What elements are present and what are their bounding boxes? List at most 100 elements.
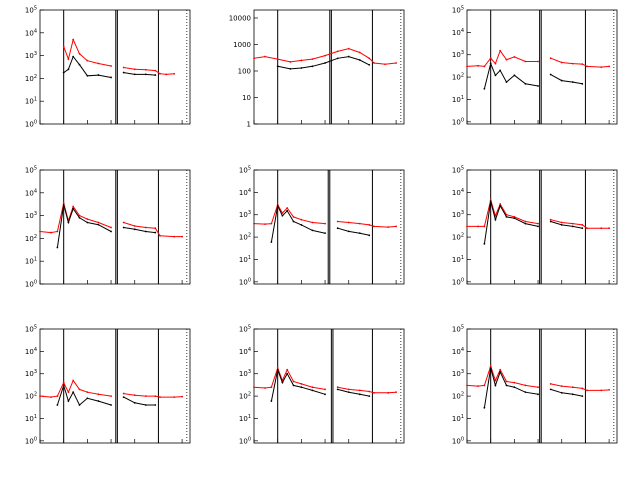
lld-data-point — [586, 227, 588, 230]
y-tick-label: 104 — [452, 28, 464, 37]
events-data-point — [276, 204, 279, 207]
events-series-line — [270, 367, 326, 402]
chart-panel-7: 100 101 102 103 104 105 — [25, 325, 191, 445]
events-data-point — [144, 404, 147, 406]
y-tick-label: 10 — [242, 94, 251, 102]
events-data-point — [560, 224, 563, 226]
lld-data-point — [286, 368, 289, 371]
events-data-point — [67, 400, 70, 402]
events-data-point — [286, 209, 289, 212]
chart-panel-1: 100 101 102 103 104 105 — [25, 6, 191, 129]
lld-data-point — [571, 386, 574, 389]
y-tick-label: 1000 — [233, 41, 251, 49]
chart-panel-3: 100 101 102 103 104 105 — [452, 6, 618, 126]
events-data-point — [122, 226, 125, 229]
lld-data-point — [300, 383, 303, 385]
lld-data-point — [494, 62, 497, 65]
lld-data-point — [292, 380, 295, 383]
events-series-line — [337, 388, 370, 397]
events-data-point — [276, 65, 279, 68]
y-tick-label: 105 — [452, 325, 464, 334]
events-data-point — [549, 73, 552, 76]
lld-data-point — [159, 234, 161, 237]
y-tick-label: 103 — [239, 369, 251, 378]
lld-series-line — [467, 198, 539, 227]
events-data-point — [110, 76, 112, 79]
events-data-point — [581, 395, 584, 397]
lld-series-line — [550, 57, 610, 68]
lld-data-point — [395, 391, 398, 394]
lld-data-point — [513, 381, 516, 384]
events-data-point — [86, 221, 89, 224]
events-data-point — [489, 62, 492, 65]
y-tick-label: 102 — [239, 392, 251, 401]
y-tick-label: 103 — [452, 210, 464, 219]
lld-data-point — [387, 226, 390, 228]
lld-data-point — [600, 66, 603, 68]
y-tick-label: 102 — [239, 233, 251, 242]
events-data-point — [97, 223, 100, 226]
events-data-point — [513, 74, 516, 77]
events-data-point — [571, 225, 574, 228]
events-series-line — [550, 74, 583, 85]
events-data-point — [86, 74, 89, 77]
lld-data-point — [373, 225, 375, 228]
events-data-point — [300, 224, 303, 226]
events-data-point — [537, 85, 539, 87]
y-tick-label: 103 — [25, 211, 37, 220]
plot-frame — [466, 169, 618, 285]
events-data-point — [122, 71, 125, 74]
lld-data-point — [373, 62, 375, 64]
events-data-point — [581, 82, 584, 85]
y-tick-label: 105 — [25, 6, 37, 15]
events-data-point — [347, 55, 350, 58]
lld-data-point — [387, 391, 390, 394]
events-data-point — [483, 242, 486, 245]
plot-frame — [253, 9, 405, 125]
y-tick-label: 1 — [247, 121, 251, 129]
lld-data-point — [133, 68, 136, 71]
events-data-point — [560, 391, 563, 394]
events-series-line — [123, 72, 156, 76]
events-data-point — [324, 393, 326, 396]
chart-panel-9: 100 101 102 103 104 105 — [452, 325, 618, 445]
plot-frame — [39, 328, 191, 444]
lld-data-point — [97, 393, 100, 396]
events-data-point — [72, 207, 75, 210]
lld-data-point — [86, 391, 89, 394]
lld-data-point — [159, 72, 161, 75]
plot-frame — [39, 169, 191, 285]
lld-series-line — [550, 383, 610, 391]
lld-data-point — [358, 222, 361, 225]
events-data-point — [489, 200, 492, 203]
lld-data-point — [524, 384, 527, 387]
lld-data-point — [311, 386, 314, 389]
lld-data-point — [276, 367, 279, 369]
lld-data-point — [165, 73, 168, 76]
lld-data-point — [78, 388, 81, 391]
lld-data-point — [608, 227, 611, 230]
y-tick-label: 101 — [452, 414, 464, 423]
lld-data-point — [181, 235, 184, 238]
lld-data-point — [483, 384, 486, 387]
events-data-point — [72, 391, 75, 394]
y-tick-label: 101 — [239, 414, 251, 423]
lld-data-point — [62, 45, 65, 48]
lld-data-point — [122, 221, 125, 224]
events-data-point — [276, 368, 279, 371]
plot-frame — [253, 328, 405, 444]
lld-data-point — [72, 38, 75, 41]
y-tick-label: 101 — [452, 95, 464, 104]
plot-frame — [39, 9, 191, 125]
y-tick-label: 102 — [452, 73, 464, 82]
lld-data-point — [270, 222, 273, 225]
events-data-point — [154, 231, 157, 234]
y-tick-label: 103 — [239, 210, 251, 219]
events-data-point — [56, 404, 59, 406]
events-data-point — [549, 220, 552, 223]
events-data-point — [281, 214, 284, 217]
lld-data-point — [324, 222, 326, 225]
lld-data-point — [395, 62, 398, 64]
lld-data-point — [586, 65, 588, 68]
lld-data-point — [537, 60, 539, 63]
